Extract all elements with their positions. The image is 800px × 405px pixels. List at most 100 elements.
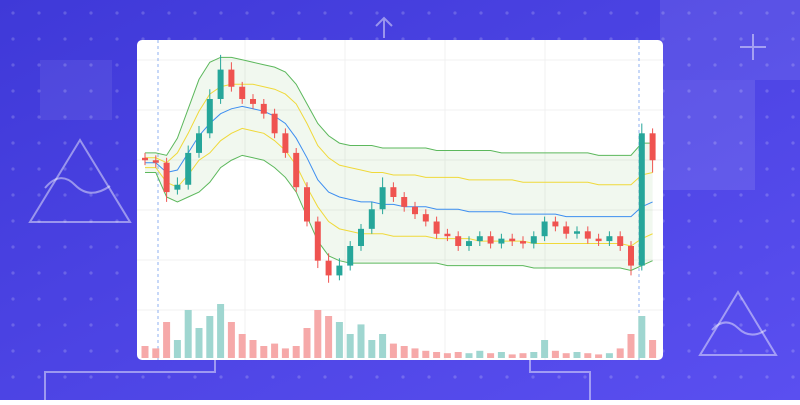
volume-bar (346, 334, 354, 358)
candle-body (476, 236, 483, 242)
candle-body (314, 221, 321, 261)
volume-bar (163, 322, 171, 358)
volume-bar (152, 348, 160, 358)
volume-bar (227, 322, 235, 358)
deco-block (660, 80, 755, 190)
candle-body (293, 152, 300, 188)
candle-body (304, 187, 310, 222)
candle-body (250, 99, 256, 104)
candle-body (336, 265, 343, 276)
candle-body (455, 236, 462, 246)
volume-bar (292, 346, 300, 358)
candle-body (271, 113, 278, 134)
volume-bar (400, 346, 408, 358)
band-line (145, 105, 653, 218)
volume-bar (325, 316, 333, 358)
volume-bar (271, 343, 279, 358)
candle-body (552, 221, 559, 227)
candle-body (228, 69, 235, 87)
volume-bar (303, 328, 311, 358)
candle-body (520, 241, 526, 244)
candle-body (584, 231, 591, 239)
volume-bar (476, 350, 484, 358)
volume-bar (141, 346, 149, 358)
volume-bar (217, 304, 225, 358)
candle-body (347, 246, 354, 266)
candle-body (206, 99, 213, 134)
volume-bar (238, 334, 246, 358)
candle-body (142, 157, 148, 161)
volume-bar (411, 348, 419, 358)
candle-body (444, 233, 451, 237)
volume-bar (627, 334, 635, 358)
volume-bar (541, 340, 549, 358)
volume-bar (562, 353, 570, 358)
volume-bar (335, 322, 343, 358)
volume-bar (357, 324, 365, 358)
volume-bar (379, 334, 387, 358)
candle-body (617, 236, 624, 246)
deco-icon (28, 16, 778, 400)
candle-body (541, 221, 548, 237)
volume-bar (530, 352, 538, 358)
candle-body (325, 260, 332, 276)
volume-bar (281, 348, 289, 358)
candle-body (401, 197, 408, 207)
volume-bar (422, 350, 430, 358)
volume-bar (519, 353, 527, 358)
candle-body (530, 236, 537, 244)
volume-bar (649, 340, 657, 358)
volume-bar (638, 316, 646, 358)
band-line (145, 56, 653, 156)
volume-bar (595, 354, 603, 358)
candle-body (628, 246, 634, 266)
candle-body (595, 238, 602, 242)
volume-bar (389, 343, 397, 358)
volume-bar (551, 350, 559, 358)
volume-bar (487, 353, 495, 358)
candle-body (163, 162, 170, 193)
candle-body (466, 241, 472, 246)
volume-bar (584, 353, 592, 358)
candle-body (379, 187, 386, 210)
volume-bar (573, 352, 581, 358)
volume-bar (173, 340, 181, 358)
chart-card (137, 40, 663, 360)
candle-body (358, 228, 364, 246)
candle-body (563, 226, 570, 234)
volume-bar (616, 348, 624, 358)
candle-body (412, 206, 418, 215)
volume-bar (368, 340, 376, 358)
volume-bar (454, 352, 462, 358)
candle-body (196, 133, 202, 153)
volume-bar (195, 328, 203, 358)
candle-body (217, 69, 224, 99)
plot (137, 40, 663, 360)
volume-bar (508, 354, 516, 358)
candle-body (606, 236, 613, 242)
band-line (145, 127, 653, 247)
candle-body (574, 231, 580, 234)
volume-bar (184, 310, 192, 358)
candle-body (487, 236, 494, 244)
volume-bar (465, 353, 473, 358)
candle-body (422, 214, 429, 222)
candle-body (174, 184, 181, 190)
volume-bar (314, 310, 322, 358)
volume-bar (605, 353, 613, 358)
volume-bar (497, 352, 505, 358)
deco-block (660, 0, 800, 80)
candle-body (239, 86, 246, 99)
volume-bar (249, 340, 257, 358)
candle-body (433, 221, 440, 234)
candle-body (498, 238, 505, 244)
volume-bar (443, 353, 451, 358)
candle-body (282, 133, 289, 153)
candle-body (260, 103, 267, 114)
grid (137, 40, 663, 360)
candle-body (185, 152, 192, 185)
volume-bar (206, 316, 214, 358)
volume-bar (260, 346, 268, 358)
candle-body (368, 209, 375, 229)
candle-body (390, 187, 397, 197)
